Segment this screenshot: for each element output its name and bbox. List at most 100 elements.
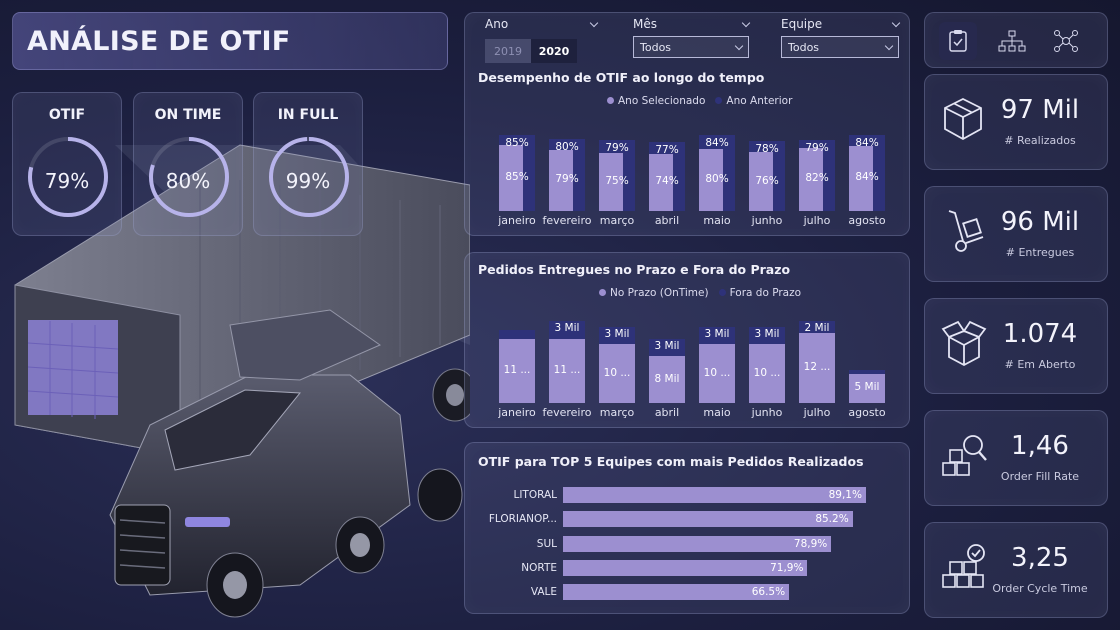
chevron-down-icon [884,41,894,50]
card-realizados-label: # Realizados [1004,134,1076,147]
bar-late [849,370,885,374]
hbar [563,511,853,528]
bar-late [749,326,785,345]
hbar-value-label: 85.2% [815,513,849,526]
bar-on-time [499,338,535,403]
bar-label-on-time: 10 ... [603,366,631,379]
card-cycle-time: 3,25 Order Cycle Time [924,522,1108,618]
bar-label-selected: 82% [805,172,829,185]
orders-ontime-panel: Pedidos Entregues no Prazo e Fora do Pra… [464,252,910,428]
bar-selected-year [749,152,773,211]
clipboard-icon[interactable] [939,22,977,60]
legend-label-selected: Ano Selecionado [618,95,706,107]
chart2-legend: No Prazo (OnTime) Fora do Prazo [599,287,801,299]
bar-selected-year [599,152,623,211]
legend-item-previous: Ano Anterior [715,95,792,107]
bar-label-late: 2 Mil [804,322,830,334]
bar-selected-year [549,149,573,211]
bar-late [549,321,585,339]
bar-label-selected: 84% [855,171,879,184]
bar-on-time [749,344,785,403]
x-tick-label: julho [803,214,831,227]
team-filter-label: Equipe [781,17,823,31]
bar-label-previous: 79% [605,141,629,154]
y-tick-label: NORTE [521,561,557,574]
x-tick-label: abril [654,406,680,419]
bar-label-on-time: 8 Mil [654,372,680,385]
bar-selected-year [699,149,723,211]
month-select[interactable]: Todos [633,36,749,58]
team-select-value: Todos [788,40,820,54]
chart1-title: Desempenho de OTIF ao longo do tempo [478,70,765,85]
card-em-aberto-label: # Em Aberto [1004,358,1076,371]
x-tick-label: agosto [848,214,886,227]
x-tick-label: junho [751,214,783,227]
bar-on-time [549,338,585,403]
bar-selected-year [849,145,873,211]
card-entregues-label: # Entregues [1005,246,1075,259]
kpi-infull-gauge [269,137,349,217]
kpi-otif-label: OTIF [48,107,86,123]
bar-selected-year [649,153,673,211]
year-option-2020[interactable]: 2020 [531,39,577,63]
kpi-otif-value: 79% [44,169,90,193]
month-select-value: Todos [640,40,672,54]
x-tick-label: abril [654,214,680,227]
bar-label-on-time: 5 Mil [854,381,880,394]
chevron-down-icon[interactable] [741,18,751,27]
bar-label-late: 3 Mil [654,339,680,352]
y-tick-label: VALE [530,586,557,599]
kpi-ontime-value: 80% [165,169,211,193]
chevron-down-icon[interactable] [891,18,901,27]
bar-label-previous: 80% [555,141,579,153]
page-nav [924,12,1108,68]
bar-label-selected: 80% [705,173,729,186]
x-tick-label: janeiro [498,214,536,227]
hbar [563,559,808,576]
bar-label-on-time: 11 ... [503,363,531,376]
hierarchy-icon[interactable] [993,22,1031,60]
kpi-ontime-label: ON TIME [154,107,222,123]
x-tick-label: maio [703,406,731,419]
bar-selected-year [499,145,523,211]
bar-label-late: 3 Mil [704,327,730,340]
card-fill-rate: 1,46 Order Fill Rate [924,410,1108,506]
x-tick-label: fevereiro [542,406,592,419]
card-em-aberto-value: 1.074 [1002,319,1078,349]
chevron-down-icon[interactable] [589,18,599,27]
bar-label-selected: 79% [555,173,579,186]
x-tick-label: março [599,406,635,419]
card-realizados-value: 97 Mil [1000,95,1080,125]
x-tick-label: julho [803,406,831,419]
bar-on-time [699,344,735,403]
chart1-legend: Ano Selecionado Ano Anterior [607,95,792,107]
bar-label-late: 3 Mil [554,322,580,334]
bar-selected-year [799,147,823,211]
kpi-infull-label: IN FULL [277,107,339,123]
bar-label-on-time: 10 ... [703,366,731,379]
hbar [563,535,832,552]
bar-label-previous: 79% [805,141,829,154]
legend-item-ontime: No Prazo (OnTime) [599,287,709,299]
bar-on-time [849,373,885,403]
kpi-infull-card: IN FULL 99% [253,92,363,236]
x-tick-label: maio [703,214,731,227]
legend-item-selected: Ano Selecionado [607,95,705,107]
bar-label-on-time: 10 ... [753,366,781,379]
chart3-title: OTIF para TOP 5 Equipes com mais Pedidos… [478,454,864,469]
bar-late [799,321,835,333]
y-tick-label: LITORAL [513,489,557,501]
page-title: ANÁLISE DE OTIF [27,25,291,57]
bar-on-time [599,344,635,403]
card-cycle-time-label: Order Cycle Time [992,582,1088,595]
year-option-2019[interactable]: 2019 [485,39,531,63]
bar-label-previous: 84% [705,137,729,150]
hbar [563,487,866,503]
y-tick-label: FLORIANOP... [488,513,557,526]
legend-item-late: Fora do Prazo [718,287,801,299]
bar-label-selected: 75% [605,174,629,187]
bar-on-time [649,356,685,403]
network-icon[interactable] [1047,22,1085,60]
bar-label-late: 3 Mil [754,327,780,340]
team-select[interactable]: Todos [781,36,899,58]
